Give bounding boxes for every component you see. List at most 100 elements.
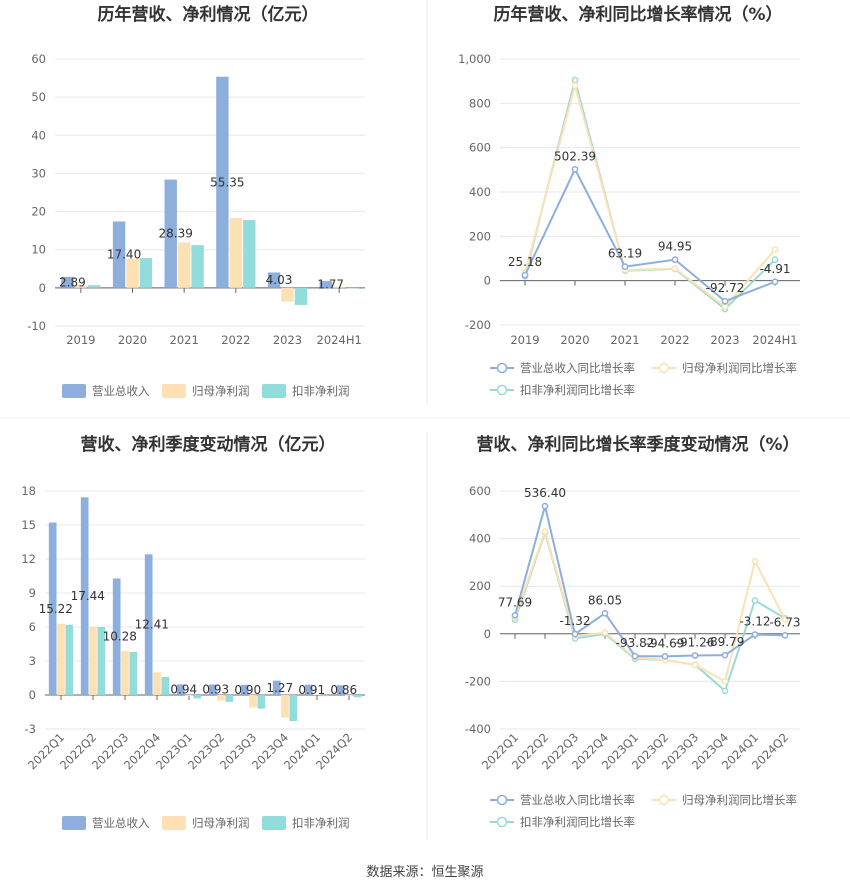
legend-label: 营业总收入 (92, 816, 150, 830)
bar-revenue (48, 522, 57, 695)
data-label: 12.41 (135, 618, 169, 632)
bar-net-profit (281, 695, 289, 718)
x-tick-label: 2023 (710, 333, 739, 347)
data-point (571, 630, 579, 638)
quarterly-growth-rate-chart: 营收、净利同比增长率季度变动情况（%）-400-2000200400600202… (465, 434, 801, 829)
y-tick-label: 200 (469, 229, 491, 243)
chart-title: 历年营收、净利情况（亿元） (98, 4, 319, 25)
y-tick-label: 0 (484, 274, 491, 288)
legend-label: 归母净利润 (192, 816, 250, 830)
bar-deducted-profit (88, 285, 101, 288)
data-label: 1.77 (317, 277, 344, 291)
data-label: 25.18 (508, 255, 542, 269)
legend-label: 营业总收入 (92, 384, 150, 398)
data-label: 0.94 (170, 683, 197, 697)
legend-swatch (62, 384, 86, 398)
data-point (781, 632, 789, 639)
x-tick-label: 2020 (118, 333, 147, 347)
y-tick-label: 40 (31, 128, 46, 142)
bar-net-profit (249, 695, 257, 708)
bar-net-profit (229, 218, 243, 288)
y-tick-label: 1,000 (458, 52, 491, 66)
bar-deducted-profit (321, 695, 330, 697)
bar-net-profit (57, 623, 65, 695)
data-label: 17.40 (107, 248, 141, 262)
data-label: 10.28 (103, 630, 137, 644)
data-label: 0.86 (330, 683, 357, 697)
data-point (521, 271, 529, 279)
data-label: 17.44 (71, 589, 105, 603)
bar-net-profit (153, 672, 161, 695)
bar-deducted-profit (97, 627, 106, 695)
data-label: 0.90 (234, 683, 261, 697)
data-point (671, 256, 679, 263)
x-tick-label: 2022 (221, 333, 250, 347)
bar-revenue (319, 281, 332, 288)
bar-revenue (304, 684, 313, 695)
chart-title: 历年营收、净利同比增长率情况（%） (493, 4, 782, 25)
data-label: 4.03 (266, 273, 293, 287)
y-tick-label: 10 (31, 243, 46, 257)
bar-revenue (208, 684, 217, 695)
bar-deducted-profit (257, 695, 266, 709)
bar-net-profit (345, 695, 353, 696)
x-tick-label: 2020 (560, 333, 589, 347)
bar-revenue (272, 680, 281, 695)
annual-revenue-profit-chart: 历年营收、净利情况（亿元） -10 0 10 20 30 40 50 60 2019 2020 202… (27, 4, 365, 398)
bar-revenue (176, 684, 185, 695)
bar-net-profit (121, 650, 129, 695)
data-label: 1.27 (266, 681, 293, 695)
series-line-0 (524, 167, 776, 303)
data-label: 28.39 (159, 227, 193, 241)
bar-deducted-profit (65, 624, 74, 695)
y-tick-label: 30 (31, 166, 46, 180)
data-label: 15.22 (39, 602, 73, 616)
y-tick-label: 0 (39, 281, 46, 295)
data-point (721, 687, 729, 695)
chart-title: 营收、净利同比增长率季度变动情况（%） (476, 434, 799, 455)
data-point (721, 678, 729, 685)
data-point (661, 652, 669, 660)
data-label: -89.79 (706, 635, 745, 649)
data-label: -4.91 (759, 262, 790, 276)
bar-net-profit (332, 287, 346, 288)
data-point (771, 246, 779, 253)
data-point (621, 263, 629, 271)
y-tick-label: -400 (465, 722, 491, 736)
data-point (751, 597, 759, 604)
data-label: -94.69 (646, 636, 685, 650)
bar-deducted-profit (225, 695, 234, 702)
legend-swatch (62, 816, 86, 830)
legend-marker (496, 384, 508, 396)
data-point (631, 652, 639, 660)
legend-swatch (262, 384, 286, 398)
y-tick-label: 200 (469, 579, 491, 593)
legend-label: 扣非净利润 (292, 816, 350, 830)
data-label: 63.19 (608, 247, 642, 261)
bar-revenue (336, 685, 345, 695)
data-point (691, 661, 699, 669)
data-label: 55.35 (210, 175, 244, 189)
bar-deducted-profit (289, 695, 298, 722)
bar-deducted-profit (243, 219, 256, 288)
x-tick-label: 2021 (610, 333, 639, 347)
data-point (771, 256, 779, 263)
bar-deducted-profit (191, 245, 204, 288)
data-point (511, 611, 519, 619)
legend-marker (496, 816, 508, 828)
x-tick-label: 2024H1 (752, 333, 797, 347)
legend-marker (658, 794, 670, 806)
y-tick-label: -10 (27, 319, 46, 333)
bar-deducted-profit (161, 676, 170, 695)
bar-net-profit (74, 285, 88, 288)
annual-growth-rate-chart: 历年营收、净利同比增长率情况（%） -200 0 200 400 600 800 1,000 2… (458, 4, 800, 397)
data-point (571, 82, 579, 89)
bar-deducted-profit (353, 695, 362, 698)
data-label: 77.69 (498, 595, 532, 609)
bar-revenue (267, 272, 281, 288)
data-point (751, 557, 759, 565)
bar-revenue (216, 76, 229, 288)
data-label: -3.12 (739, 615, 770, 629)
data-label: 0.91 (298, 683, 325, 697)
